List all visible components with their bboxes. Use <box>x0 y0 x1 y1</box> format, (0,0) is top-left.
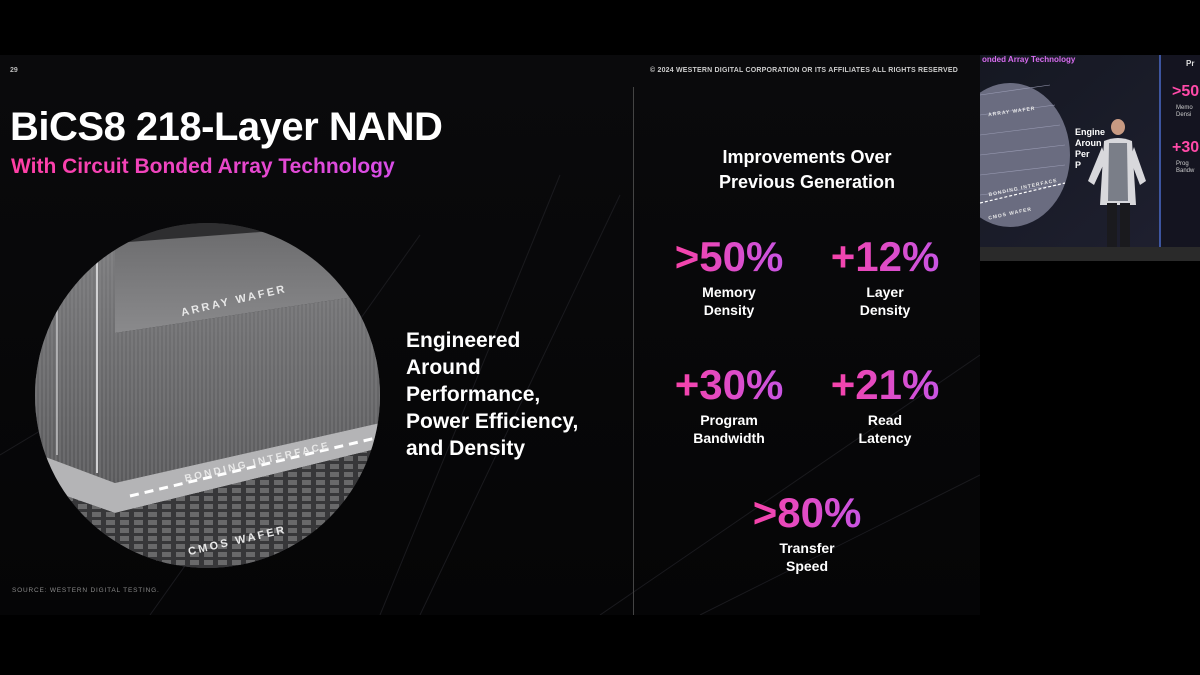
source-note: SOURCE: WESTERN DIGITAL TESTING. <box>12 587 160 594</box>
stat-label: Transfer Speed <box>779 540 835 574</box>
inset-slide-title: onded Array Technology <box>982 55 1076 64</box>
stat-layer-density: +12% Layer Density <box>810 235 960 319</box>
stat-value: +30% <box>654 363 804 407</box>
presentation-slide: 29 © 2024 WESTERN DIGITAL CORPORATION OR… <box>0 55 980 615</box>
vertical-divider <box>633 87 634 615</box>
stage-floor <box>980 247 1200 261</box>
stat-value: >50% <box>654 235 804 279</box>
stat-label: Memory Density <box>702 284 756 318</box>
presenter-inset: onded Array Technology Pr ARRAY WAFER BO… <box>980 55 1200 261</box>
stat-value: +12% <box>810 235 960 279</box>
wafer-cross-section-image: ARRAY WAFER BONDING INTERFACE CMOS WAFER <box>35 223 380 568</box>
stat-memory-density: >50% Memory Density <box>654 235 804 319</box>
copyright-notice: © 2024 WESTERN DIGITAL CORPORATION OR IT… <box>649 67 958 74</box>
slide-subtitle: With Circuit Bonded Array Technology <box>11 155 395 178</box>
slide-title: BiCS8 218-Layer NAND <box>10 105 443 149</box>
stage-screen: onded Array Technology Pr ARRAY WAFER BO… <box>980 55 1200 247</box>
wafer-illustration <box>35 223 380 568</box>
inset-stat-1-label: Memo Densi <box>1176 105 1193 118</box>
improvements-heading: Improvements Over Previous Generation <box>718 147 896 192</box>
page-number: 29 <box>10 67 18 74</box>
stat-transfer-speed: >80% Transfer Speed <box>732 491 882 575</box>
stat-program-bandwidth: +30% Program Bandwidth <box>654 363 804 447</box>
inset-corner-text: Pr <box>1186 59 1195 68</box>
engineered-statement: Engineered Around Performance, Power Eff… <box>406 329 579 460</box>
stat-label: Layer Density <box>859 284 911 318</box>
inset-engineered-text: Engine Aroun Per P <box>1075 127 1106 170</box>
stat-label: Program Bandwidth <box>693 412 765 446</box>
inset-stat-1: >50 <box>1172 83 1200 100</box>
stat-label: Read Latency <box>858 412 912 446</box>
inset-stat-2-label: Prog Bandw <box>1176 161 1195 174</box>
stage-screen-art <box>980 55 1200 247</box>
inset-stat-2: +30 <box>1172 139 1200 156</box>
stat-value: +21% <box>810 363 960 407</box>
stat-value: >80% <box>732 491 882 535</box>
stat-read-latency: +21% Read Latency <box>810 363 960 447</box>
